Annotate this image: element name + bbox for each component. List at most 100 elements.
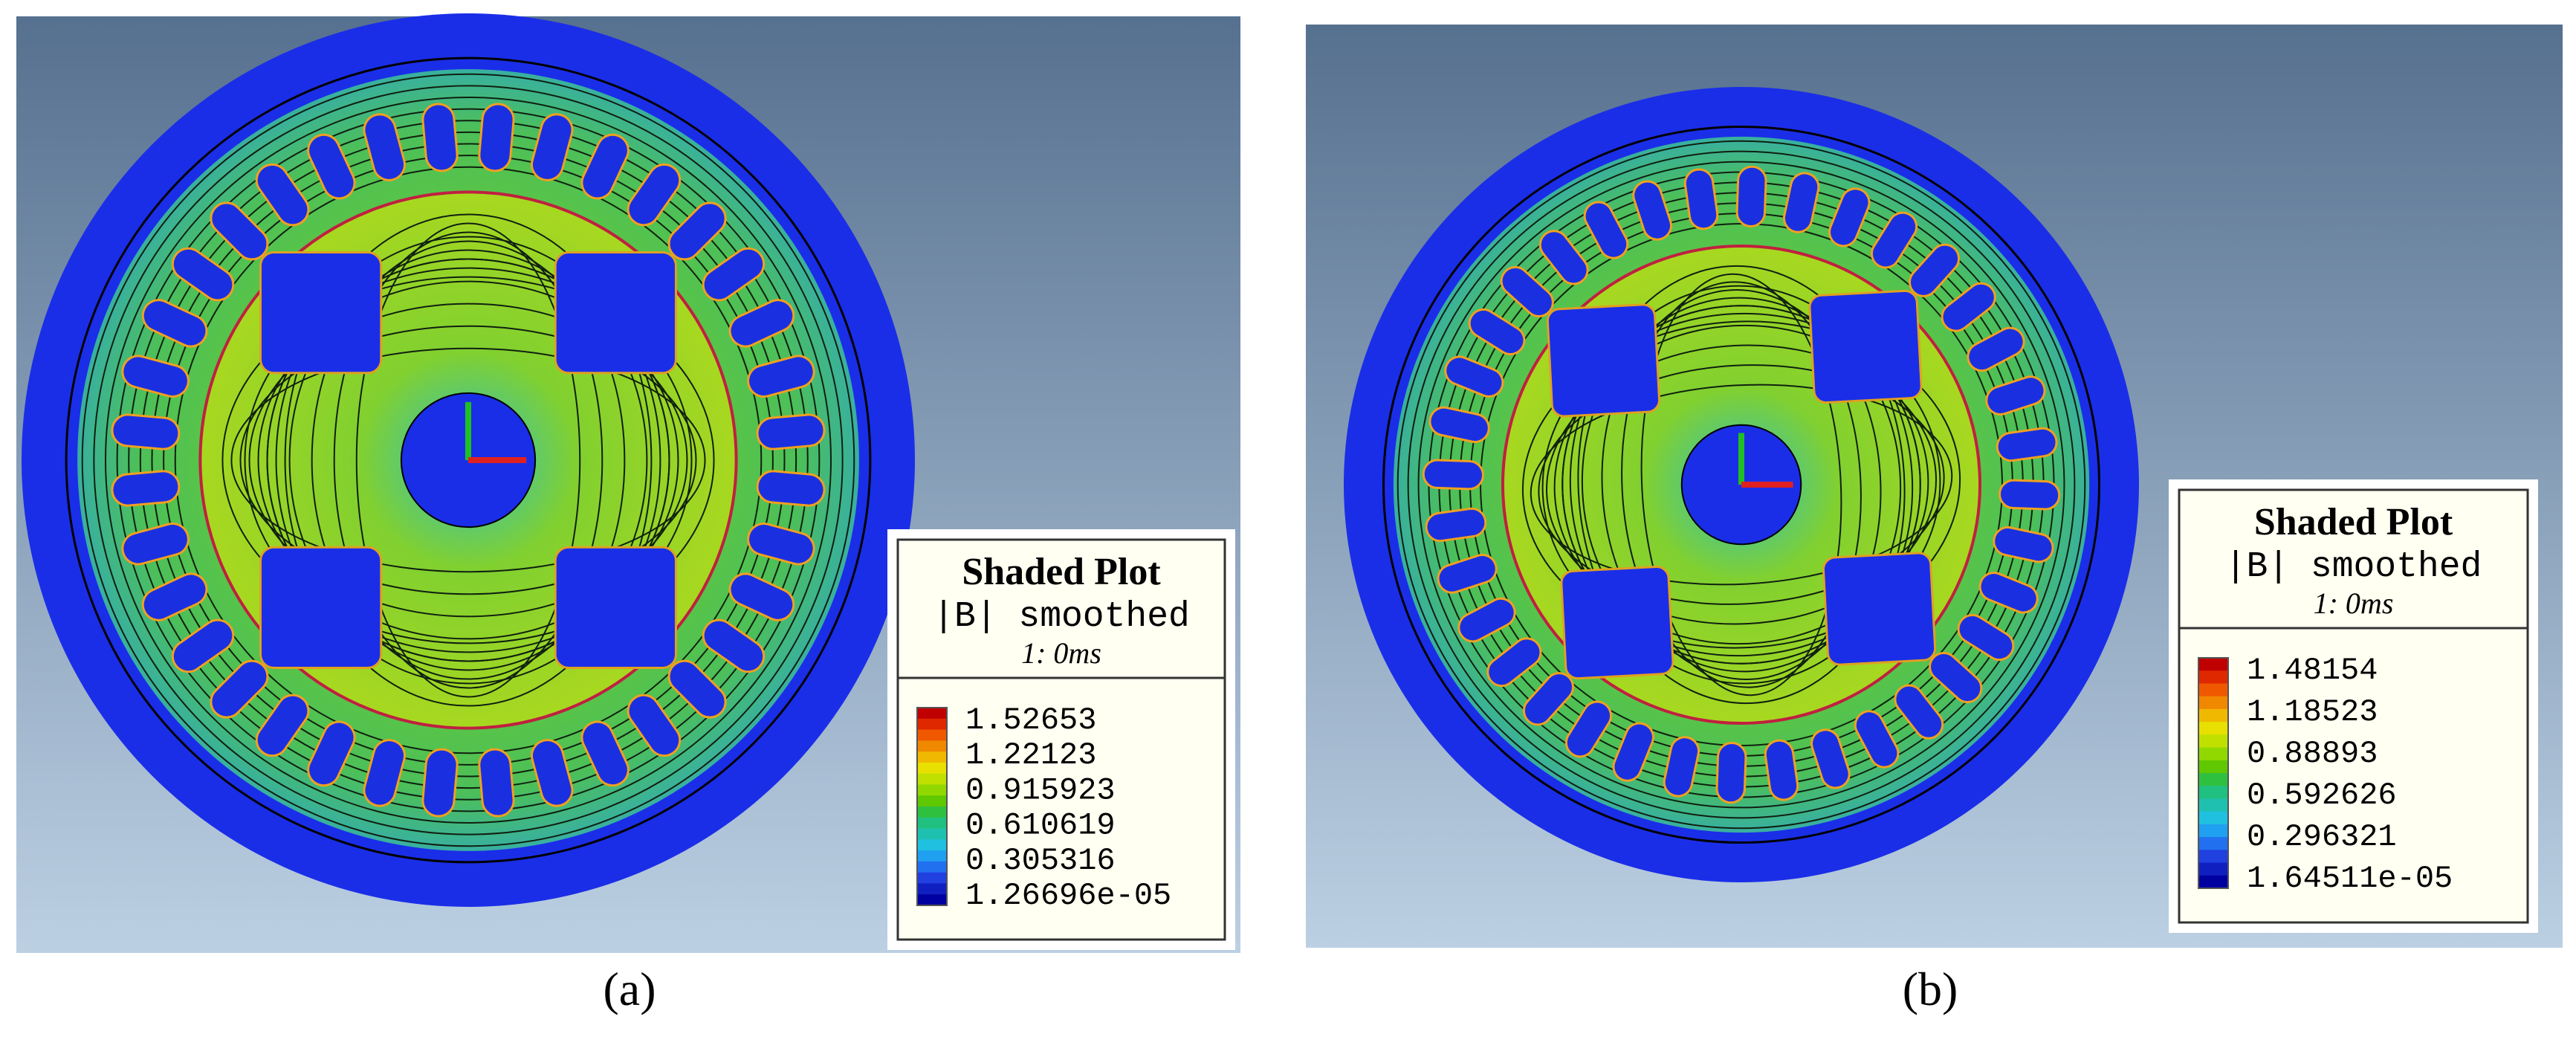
stator-slot [1828,187,1871,248]
flux-line [1538,364,1945,605]
flux-line [230,347,706,573]
stator-slot [121,523,190,566]
legend-value: 1.52653 [965,702,1096,738]
color-band [917,883,947,895]
stator-slot [210,201,269,261]
flux-line [1417,161,2065,809]
stator-slot [1583,201,1629,259]
flux-line [1530,384,1953,586]
color-band [917,817,947,830]
stator-slot [363,739,406,807]
stator-slot [1428,406,1490,444]
color-band [917,773,947,785]
flux-line [1438,181,2045,788]
color-band [917,762,947,775]
flux-line [1449,192,2034,778]
stator-slot [1941,282,1996,332]
stator-slot [1985,375,2046,416]
colorbar-outline [2198,657,2229,889]
stator-slot [1810,728,1851,789]
flux-line [81,73,855,847]
color-band [917,718,947,731]
magnet-pocket [1546,303,1661,418]
flux-line [244,267,693,653]
flux-line [355,222,581,698]
color-band [917,839,947,851]
stator-slot [210,659,269,719]
stator-slot [307,720,356,787]
stator-slot [255,163,310,227]
stator-slot [627,163,682,227]
flux-line [1553,324,1929,645]
stator-slot [1612,722,1654,782]
stator-slot [1564,700,1613,758]
legend-value: 0.305316 [965,843,1116,879]
color-band [917,861,947,873]
color-band [2198,670,2228,684]
legend-quantity: |B| smoothed [933,597,1190,637]
flux-line [266,258,670,662]
flux-line [1621,281,1862,688]
color-band [2198,760,2228,774]
flux-line [151,143,786,778]
stator-slot [702,618,766,673]
stator-slot [1908,243,1961,297]
flux-line [275,236,661,685]
stator-slot [1996,427,2058,462]
color-band [2198,658,2228,671]
flux-line [257,280,679,640]
stator-slot [728,299,795,348]
color-band [917,872,947,884]
color-band [2198,837,2228,850]
flux-line [93,85,844,835]
color-band [2198,734,2228,749]
stator-slot [111,413,181,450]
legend-value: 1.18523 [2247,694,2378,730]
stator-slot [1500,265,1554,318]
flux-line [1640,273,1842,696]
stator-slot [1422,459,1484,491]
stator-slot [702,247,766,302]
flux-line [163,155,774,766]
stator-slot [1683,168,1719,230]
stator-slot [363,113,406,181]
stator-slot [531,739,574,807]
color-band [2198,773,2228,786]
flux-line [139,131,797,789]
stator-slot [1715,742,1747,804]
stator-slot [667,659,727,719]
stator-slot [1486,637,1542,688]
stator-slot [171,247,235,302]
color-band [2198,683,2228,697]
stator-slot [255,694,310,757]
legend-quantity: |B| smoothed [2225,547,2482,587]
color-band [2198,811,2228,825]
flux-line [1562,305,1921,665]
stator-slot [421,748,459,818]
color-band [917,894,947,906]
stator-slot [1437,554,1498,594]
flux-line [1541,312,1941,657]
stator-slot [1782,172,1820,233]
panel-label: (a) [603,963,656,1015]
stator-slot [111,470,181,507]
flux-line [1601,289,1882,680]
legend-value: 0.296321 [2247,819,2397,855]
color-band [2198,824,2228,838]
flux-line [248,303,688,618]
legend-box [2178,488,2529,924]
legend-value: 1.26696e-05 [965,878,1171,914]
flux-line [174,166,763,754]
color-band [2198,850,2228,864]
stator-slot [1870,211,1918,269]
flux-line [128,120,809,801]
color-band [917,795,947,807]
legend-value: 0.592626 [2247,778,2397,813]
magnet-pocket [259,251,383,375]
color-band [917,784,947,796]
stator-slot [667,201,727,261]
legend-title: Shaded Plot [962,551,1161,593]
